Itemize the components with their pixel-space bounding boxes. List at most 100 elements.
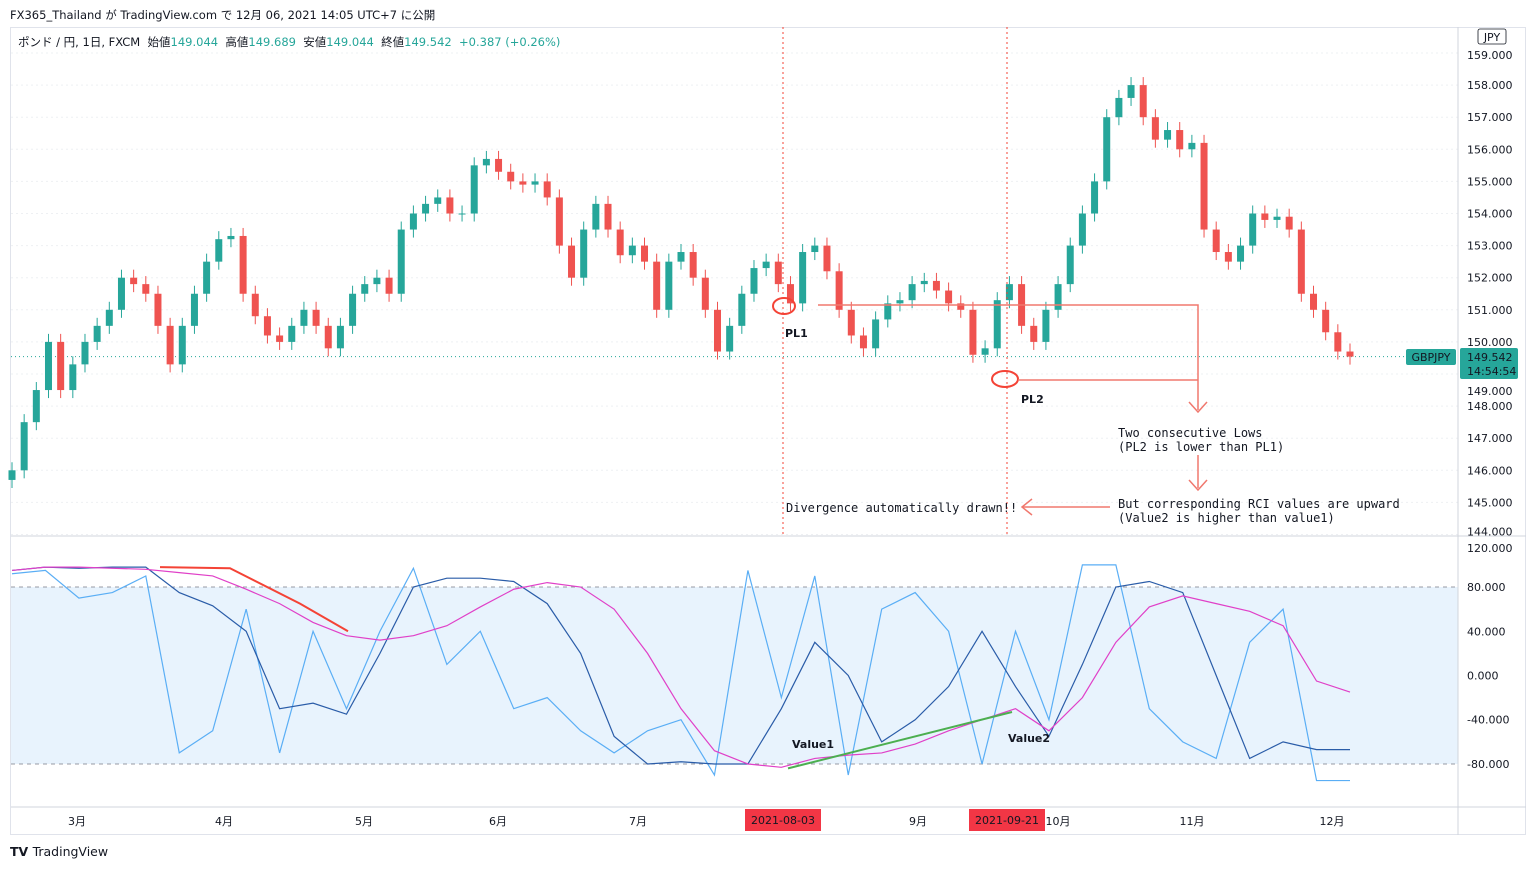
- price-tick-label: 158.000: [1467, 79, 1513, 92]
- symbol-label[interactable]: ポンド / 円, 1日, FXCM: [18, 35, 141, 49]
- time-tick-label: 11月: [1180, 815, 1205, 828]
- change-value: +0.387 (+0.26%): [459, 35, 561, 49]
- price-tag: [1460, 348, 1518, 379]
- price-tick-label: 147.000: [1467, 432, 1513, 445]
- candle-body: [1237, 245, 1245, 262]
- currency-label: JPY: [1483, 31, 1501, 44]
- candle-body: [701, 277, 709, 310]
- price-tick-label: 145.000: [1467, 496, 1513, 509]
- candle-body: [762, 261, 770, 269]
- candle-body: [1054, 284, 1062, 310]
- rci-tick-label: 40.000: [1467, 625, 1506, 638]
- candle-body: [495, 158, 503, 172]
- symbol-tag-label: GBPJPY: [1411, 351, 1450, 364]
- high-value: 149.689: [248, 35, 296, 49]
- price-tick-label: 146.000: [1467, 464, 1513, 477]
- candle-body: [203, 261, 211, 294]
- candle-body: [969, 309, 977, 355]
- candle-body: [981, 348, 989, 355]
- rci-tick-label: 0.000: [1467, 670, 1499, 683]
- price-tag-countdown: 14:54:54: [1467, 365, 1516, 378]
- candle-body: [470, 165, 478, 214]
- candle-body: [215, 239, 223, 262]
- rci-tick-label: 80.000: [1467, 581, 1506, 594]
- candle-body: [774, 261, 782, 285]
- price-tick-label: 152.000: [1467, 272, 1513, 285]
- candle-body: [1139, 85, 1147, 118]
- candle-body: [592, 203, 600, 230]
- candle-body: [276, 335, 284, 342]
- candle-body: [859, 335, 867, 349]
- candle-body: [1164, 130, 1172, 140]
- candle-body: [908, 284, 916, 301]
- pl1-circle: [772, 297, 796, 315]
- candle-body: [799, 252, 807, 304]
- candle-body: [1066, 245, 1074, 285]
- candle-body: [555, 197, 563, 246]
- candle-body: [1249, 213, 1257, 246]
- candle-body: [507, 171, 515, 182]
- low-label: 安値: [303, 35, 327, 49]
- price-tick-label: 156.000: [1467, 143, 1513, 156]
- candle-body: [641, 245, 649, 262]
- open-label: 始値: [147, 35, 171, 49]
- candle-body: [422, 203, 430, 214]
- date-marker-label: 2021-08-03: [751, 814, 815, 827]
- divergence-annotation: Divergence automatically drawn!!: [786, 501, 1017, 515]
- candle-body: [409, 213, 417, 230]
- candle-body: [713, 309, 721, 352]
- candle-body: [847, 309, 855, 336]
- time-tick-label: 10月: [1046, 815, 1071, 828]
- time-tick-label: 3月: [68, 815, 86, 828]
- candle-body: [1297, 229, 1305, 294]
- candle-body: [482, 158, 490, 166]
- candle-body: [178, 325, 186, 365]
- price-tick-label: 148.000: [1467, 400, 1513, 413]
- pl1-label: PL1: [785, 327, 808, 340]
- candle-body: [896, 300, 904, 304]
- candle-body: [1200, 142, 1208, 230]
- candle-body: [1042, 309, 1050, 342]
- price-tick-label: 149.000: [1467, 385, 1513, 398]
- candle-body: [786, 284, 794, 304]
- low-value: 149.044: [326, 35, 374, 49]
- annotation-text: (Value2 is higher than value1): [1118, 511, 1335, 525]
- candle-body: [239, 235, 247, 294]
- candle-body: [324, 325, 332, 349]
- candle-body: [616, 229, 624, 256]
- candle-body: [1285, 216, 1293, 230]
- candle-body: [543, 181, 551, 198]
- time-tick-label: 12月: [1320, 815, 1345, 828]
- pl2-circle: [991, 370, 1019, 388]
- candle-body: [142, 284, 150, 294]
- time-tick-label: 4月: [215, 815, 233, 828]
- date-marker-badge: [745, 809, 821, 831]
- candle-body: [884, 303, 892, 320]
- candle-body: [458, 213, 466, 215]
- pl2-label: PL2: [1021, 393, 1044, 406]
- candle-body: [738, 293, 746, 326]
- candle-body: [105, 309, 113, 326]
- candle-body: [1115, 97, 1123, 118]
- candle-body: [628, 245, 636, 256]
- candle-body: [726, 325, 734, 352]
- date-marker-badge: [969, 809, 1045, 831]
- rci-short-line: [11, 564, 1350, 782]
- candle-body: [69, 364, 77, 391]
- price-tick-label: 157.000: [1467, 111, 1513, 124]
- time-tick-label: 9月: [909, 815, 927, 828]
- candle-body: [154, 293, 162, 326]
- bullish-divergence-line: [787, 711, 1013, 770]
- price-tick-label: 150.000: [1467, 336, 1513, 349]
- price-tick-label: 151.000: [1467, 304, 1513, 317]
- tradingview-logo[interactable]: 𝗧𝗩 TradingView: [10, 844, 108, 859]
- candle-body: [580, 229, 588, 278]
- candle-body: [920, 280, 928, 285]
- bearish-divergence-line: [159, 566, 349, 633]
- brand-label: TradingView: [32, 844, 109, 859]
- candle-body: [872, 319, 880, 349]
- publish-info: FX365_Thailand が TradingView.com で 12月 0…: [10, 8, 436, 22]
- candle-body: [1151, 117, 1159, 140]
- candle-body: [8, 470, 16, 480]
